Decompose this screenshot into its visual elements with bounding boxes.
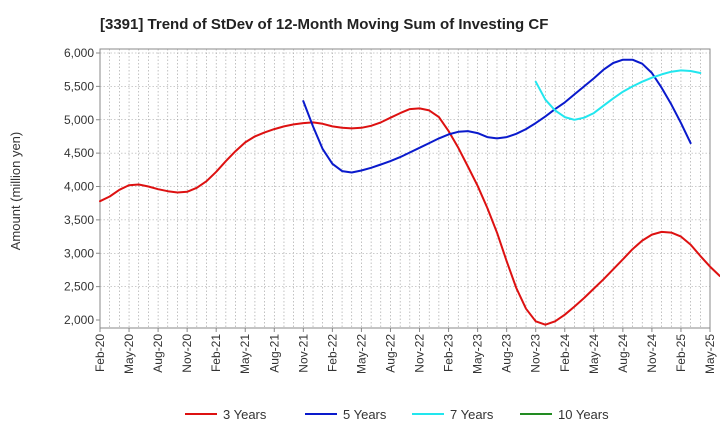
x-tick-label: Aug-22 bbox=[383, 334, 397, 373]
y-tick-label: 5,000 bbox=[64, 113, 94, 127]
x-tick-label: May-20 bbox=[122, 334, 136, 374]
x-tick-label: May-23 bbox=[471, 334, 485, 374]
y-tick-label: 4,500 bbox=[64, 146, 94, 160]
y-tick-label: 2,500 bbox=[64, 280, 94, 294]
x-tick-label: May-24 bbox=[587, 334, 601, 374]
series-line-7-years bbox=[534, 69, 702, 121]
series-line-5-years bbox=[302, 58, 692, 174]
legend-item-5-years: 5 Years bbox=[305, 407, 387, 422]
y-tick-label: 6,000 bbox=[64, 46, 94, 60]
legend-item-7-years: 7 Years bbox=[412, 407, 494, 422]
y-axis-label: Amount (million yen) bbox=[8, 132, 23, 251]
x-tick-label: Nov-20 bbox=[180, 334, 194, 373]
x-tick-label: Feb-22 bbox=[325, 334, 339, 372]
legend-label: 7 Years bbox=[450, 407, 494, 422]
x-tick-label: Feb-23 bbox=[442, 334, 456, 372]
x-tick-label: May-22 bbox=[354, 334, 368, 374]
legend-label: 10 Years bbox=[558, 407, 609, 422]
x-tick-label: Nov-24 bbox=[645, 334, 659, 373]
x-tick-label: Nov-23 bbox=[529, 334, 543, 373]
x-tick-label: Aug-24 bbox=[616, 334, 630, 373]
x-axis-ticks: Feb-20 May-20 Aug-20 Nov-20 Feb-21 May-21 Aug-… bbox=[93, 328, 717, 374]
series-lines bbox=[99, 58, 720, 326]
plot-area bbox=[99, 48, 711, 329]
x-tick-label: Aug-21 bbox=[267, 334, 281, 373]
y-tick-label: 3,000 bbox=[64, 246, 94, 260]
y-axis-ticks: 2,000 2,500 3,000 3,500 4,000 4,500 5,000 5,500… bbox=[64, 46, 100, 327]
y-tick-label: 5,500 bbox=[64, 79, 94, 93]
x-tick-label: Aug-23 bbox=[500, 334, 514, 373]
x-tick-label: Aug-20 bbox=[151, 334, 165, 373]
legend-label: 3 Years bbox=[223, 407, 267, 422]
x-tick-label: May-21 bbox=[238, 334, 252, 374]
x-tick-label: May-25 bbox=[703, 334, 717, 374]
legend-item-3-years: 3 Years bbox=[185, 407, 267, 422]
y-tick-label: 2,000 bbox=[64, 313, 94, 327]
x-tick-label: Nov-22 bbox=[413, 334, 427, 373]
x-tick-label: Feb-20 bbox=[93, 334, 107, 372]
y-tick-label: 4,000 bbox=[64, 180, 94, 194]
x-tick-label: Feb-21 bbox=[209, 334, 223, 372]
chart-title: [3391] Trend of StDev of 12-Month Moving… bbox=[100, 16, 548, 33]
series-line-3-years bbox=[99, 107, 720, 326]
legend: 3 Years 5 Years 7 Years 10 Years bbox=[185, 407, 609, 422]
grid bbox=[100, 49, 710, 328]
x-tick-label: Nov-21 bbox=[296, 334, 310, 373]
legend-label: 5 Years bbox=[343, 407, 387, 422]
x-tick-label: Feb-24 bbox=[558, 334, 572, 372]
y-tick-label: 3,500 bbox=[64, 213, 94, 227]
x-tick-label: Feb-25 bbox=[674, 334, 688, 372]
legend-item-10-years: 10 Years bbox=[520, 407, 609, 422]
